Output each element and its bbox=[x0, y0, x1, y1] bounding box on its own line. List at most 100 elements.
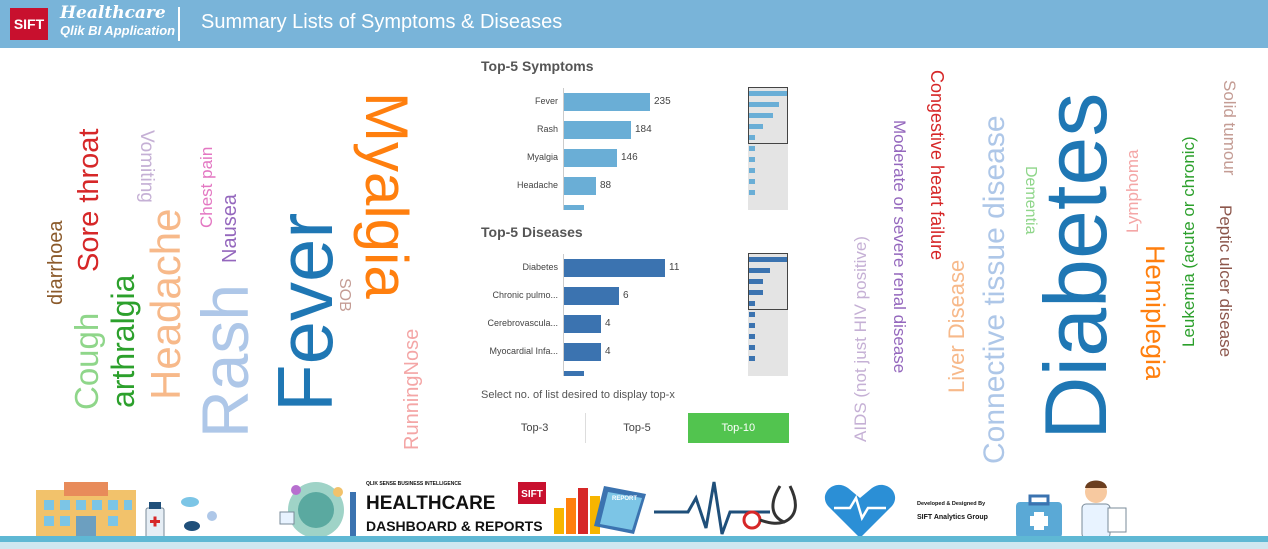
header-bar: SIFT Healthcare Qlik BI Application Summ… bbox=[0, 0, 1268, 48]
cloud-word[interactable]: Moderate or severe renal disease bbox=[890, 120, 909, 374]
bar-value-label: 235 bbox=[654, 96, 671, 107]
footer-banner: QLIK SENSE BUSINESS INTELLIGENCE HEALTHC… bbox=[0, 472, 1268, 549]
top-3-button[interactable]: Top-3 bbox=[484, 413, 587, 443]
bar[interactable] bbox=[564, 149, 617, 167]
bar-partial bbox=[564, 205, 584, 210]
page-title: Summary Lists of Symptoms & Diseases bbox=[201, 11, 563, 33]
top-x-hint: Select no. of list desired to display to… bbox=[481, 389, 675, 401]
cloud-word[interactable]: Fever bbox=[261, 212, 349, 412]
top-x-selector: Top-3 Top-5 Top-10 bbox=[484, 413, 789, 443]
footer-healthcare-text: HEALTHCARE bbox=[366, 493, 495, 514]
footer-stripe-light bbox=[0, 542, 1268, 549]
minimap-bar bbox=[749, 290, 763, 295]
cloud-word[interactable]: Nausea bbox=[219, 194, 241, 263]
cloud-word[interactable]: Peptic ulcer disease bbox=[1216, 205, 1235, 358]
heart-pulse-icon bbox=[824, 484, 896, 538]
cloud-word[interactable]: Hemiplegia bbox=[1140, 245, 1170, 381]
footer-small-text: QLIK SENSE BUSINESS INTELLIGENCE bbox=[366, 481, 462, 487]
diseases-scroll-window[interactable] bbox=[748, 253, 788, 310]
cloud-word[interactable]: Diabetes bbox=[1026, 92, 1125, 440]
bar-value-label: 184 bbox=[635, 124, 652, 135]
report-document-icon: REPORT bbox=[594, 486, 646, 534]
bar-label: Diabetes bbox=[522, 262, 558, 272]
cloud-word[interactable]: arthralgia bbox=[105, 274, 141, 408]
app-name: Healthcare Qlik BI Application bbox=[60, 5, 175, 39]
minimap-bar bbox=[749, 124, 763, 129]
cloud-word[interactable]: SOB bbox=[336, 278, 353, 312]
symptoms-scroll-window[interactable] bbox=[748, 87, 788, 144]
cloud-word[interactable]: AIDS (not just HIV positive) bbox=[851, 236, 870, 442]
cloud-word[interactable]: Leukemia (acute or chronic) bbox=[1179, 136, 1198, 347]
minimap-bar bbox=[749, 91, 787, 96]
minimap-bar bbox=[749, 312, 755, 317]
symptoms-chart-title: Top-5 Symptoms bbox=[481, 58, 594, 74]
minimap-bar bbox=[749, 157, 755, 162]
cloud-word[interactable]: Headache bbox=[142, 208, 189, 400]
bar[interactable] bbox=[564, 93, 650, 111]
report-label: REPORT bbox=[612, 496, 637, 502]
app-name-line1: Healthcare bbox=[60, 3, 166, 23]
cloud-word[interactable]: Liver Disease bbox=[944, 259, 969, 393]
footer-dashboard-text: DASHBOARD & REPORTS bbox=[366, 518, 543, 534]
bar-value-label: 6 bbox=[623, 290, 629, 301]
minimap-bar bbox=[749, 190, 755, 195]
bar-value-label: 146 bbox=[621, 152, 638, 163]
symptoms-chart-axis bbox=[563, 88, 564, 210]
footer-bar-decor bbox=[350, 492, 356, 538]
minimap-bar bbox=[749, 268, 770, 273]
cloud-word[interactable]: Congestive heart failure bbox=[927, 70, 947, 261]
heartbeat-line-icon bbox=[654, 481, 770, 535]
cloud-word[interactable]: Lymphoma bbox=[1123, 149, 1142, 233]
bar[interactable] bbox=[564, 343, 601, 361]
bar-chart-icon bbox=[554, 488, 600, 534]
bar[interactable] bbox=[564, 177, 596, 195]
top-10-button[interactable]: Top-10 bbox=[687, 413, 789, 443]
hospital-icon bbox=[36, 482, 136, 538]
minimap-bar bbox=[749, 356, 755, 361]
minimap-bar bbox=[749, 301, 755, 306]
minimap-bar bbox=[749, 135, 755, 140]
minimap-bar bbox=[749, 257, 787, 262]
bar[interactable] bbox=[564, 259, 665, 277]
bar[interactable] bbox=[564, 121, 631, 139]
medical-head-icon bbox=[279, 482, 344, 538]
diseases-chart-title: Top-5 Diseases bbox=[481, 224, 583, 240]
footer-stripe bbox=[0, 536, 1268, 542]
minimap-bar bbox=[749, 279, 763, 284]
bar-value-label: 11 bbox=[669, 262, 680, 273]
first-aid-kit-icon bbox=[1016, 494, 1062, 538]
bar-label: Myocardial Infa... bbox=[489, 346, 558, 356]
doctor-icon bbox=[1081, 480, 1127, 539]
diseases-chart-axis bbox=[563, 254, 564, 376]
pills-icon bbox=[181, 497, 217, 531]
cloud-word[interactable]: Connective tissue disease bbox=[978, 115, 1011, 464]
bar-value-label: 88 bbox=[600, 180, 612, 191]
bar-label: Myalgia bbox=[526, 152, 558, 162]
cloud-word[interactable]: Myalgia bbox=[353, 92, 420, 299]
minimap-bar bbox=[749, 179, 755, 184]
header-divider bbox=[178, 7, 180, 41]
cloud-word[interactable]: Solid tumour bbox=[1220, 80, 1239, 176]
bar[interactable] bbox=[564, 287, 619, 305]
cloud-word[interactable]: Sore throat bbox=[73, 128, 105, 272]
cloud-word[interactable]: Rash bbox=[188, 283, 262, 438]
cloud-word[interactable]: Vomiting bbox=[136, 130, 157, 203]
top-5-button[interactable]: Top-5 bbox=[586, 413, 688, 443]
medicine-bottle-icon bbox=[145, 502, 165, 539]
cloud-word[interactable]: Cough bbox=[68, 312, 105, 410]
footer-illustration: QLIK SENSE BUSINESS INTELLIGENCE HEALTHC… bbox=[36, 480, 1127, 539]
cloud-word[interactable]: Chest pain bbox=[197, 146, 216, 228]
bar-label: Chronic pulmo... bbox=[492, 290, 558, 300]
bar-label: Cerebrovascula... bbox=[487, 318, 558, 328]
minimap-bar bbox=[749, 168, 755, 173]
bar-label: Fever bbox=[534, 96, 558, 106]
cloud-word[interactable]: diarrhoea bbox=[45, 220, 67, 305]
minimap-bar bbox=[749, 323, 755, 328]
bar[interactable] bbox=[564, 315, 601, 333]
cloud-word[interactable]: RunningNose bbox=[401, 328, 423, 450]
footer-sift-logo-text: SIFT bbox=[521, 489, 543, 500]
app-name-line2: Qlik BI Application bbox=[60, 23, 176, 38]
bar-label: Headache bbox=[516, 180, 558, 190]
bar-value-label: 4 bbox=[605, 346, 611, 357]
minimap-bar bbox=[749, 345, 755, 350]
